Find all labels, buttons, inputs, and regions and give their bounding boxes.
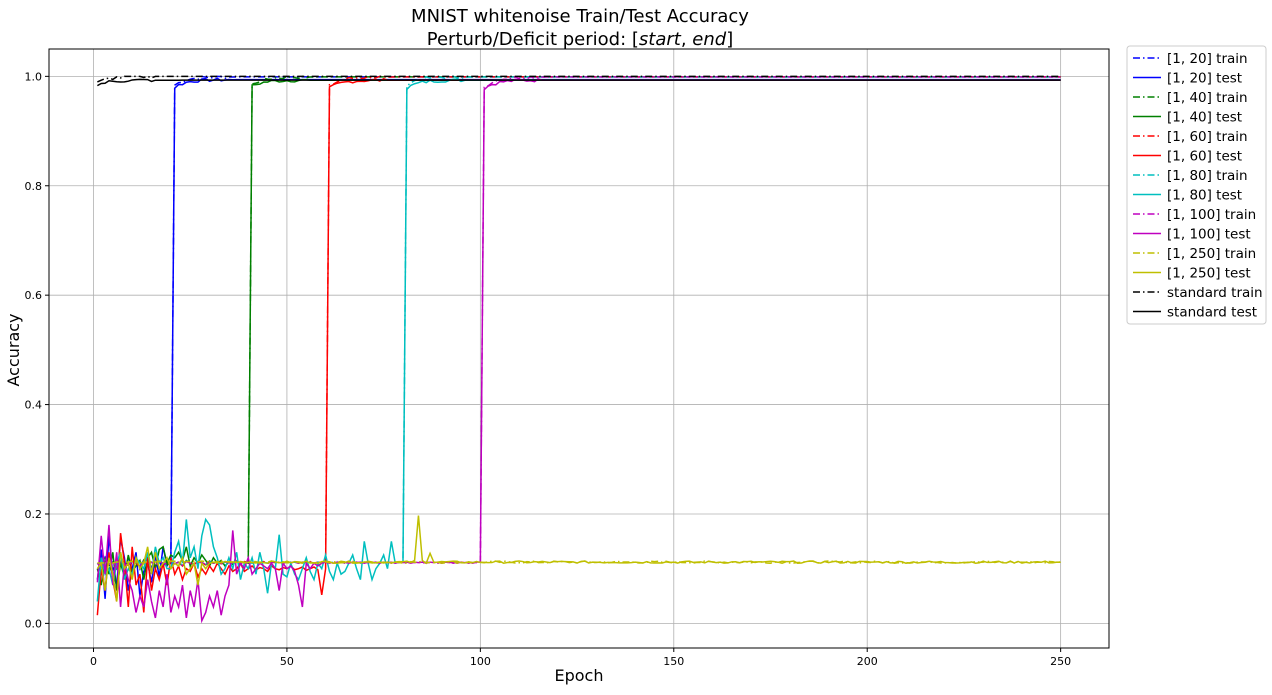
legend-box	[1126, 45, 1267, 325]
legend-entry-label: [1, 80] test	[1167, 188, 1242, 204]
plot-area	[96, 75, 1061, 624]
x-tick-label: 50	[280, 655, 294, 668]
legend-entry-label: standard train	[1167, 285, 1263, 301]
x-tick-label: 250	[1050, 655, 1071, 668]
y-tick-label: 0.8	[25, 180, 43, 193]
y-tick-label: 0.2	[25, 508, 43, 521]
y-tick-label: 0.4	[25, 399, 43, 412]
legend-entry-label: [1, 100] train	[1167, 207, 1256, 223]
series-line-2	[96, 75, 1061, 571]
x-tick-label: 100	[470, 655, 491, 668]
chart-title-line2: Perturb/Deficit period: [start, end]	[427, 29, 734, 50]
legend-entry-label: [1, 40] test	[1167, 110, 1242, 126]
series-line-1	[96, 77, 1061, 599]
series-line-8	[96, 75, 1061, 569]
legend-entry-label: standard test	[1167, 305, 1257, 321]
series-line-13	[96, 78, 1061, 87]
series-line-4	[96, 75, 1061, 570]
series-line-6	[96, 75, 1061, 569]
legend-entry-label: [1, 60] train	[1167, 129, 1248, 145]
x-tick-label: 150	[663, 655, 684, 668]
x-tick-label: 200	[857, 655, 878, 668]
chart-title-line1: MNIST whitenoise Train/Test Accuracy	[411, 6, 749, 27]
axis-ticks: 0 50 100 150 200 250 0.0 0.2 0.4 0.6 0.8 1.0	[25, 70, 1072, 668]
legend: [1, 20] train [1, 20] test [1, 40] train [1…	[1126, 45, 1267, 325]
plot-frame	[48, 48, 1110, 649]
legend-entry-label: [1, 80] train	[1167, 168, 1248, 184]
legend-entry-label: [1, 60] test	[1167, 149, 1242, 165]
y-tick-label: 0.6	[25, 289, 43, 302]
series-line-7	[96, 78, 1061, 602]
series-line-11	[96, 515, 1061, 602]
legend-entry-label: [1, 250] train	[1167, 246, 1256, 262]
x-axis-label: Epoch	[555, 666, 604, 685]
legend-entry-label: [1, 40] train	[1167, 90, 1248, 106]
grid-lines	[49, 49, 1109, 648]
legend-entry-label: [1, 100] test	[1167, 227, 1251, 243]
y-tick-label: 0.0	[25, 617, 43, 630]
legend-entry-label: [1, 250] test	[1167, 266, 1251, 282]
legend-entry-label: [1, 20] train	[1167, 51, 1248, 67]
series-line-5	[96, 77, 1061, 616]
legend-entry-label: [1, 20] test	[1167, 71, 1242, 87]
y-axis-label: Accuracy	[4, 313, 23, 386]
series-line-0	[96, 75, 1061, 572]
y-tick-label: 1.0	[25, 70, 43, 83]
x-tick-label: 0	[90, 655, 97, 668]
series-line-9	[96, 78, 1061, 624]
series-line-12	[97, 75, 1061, 83]
